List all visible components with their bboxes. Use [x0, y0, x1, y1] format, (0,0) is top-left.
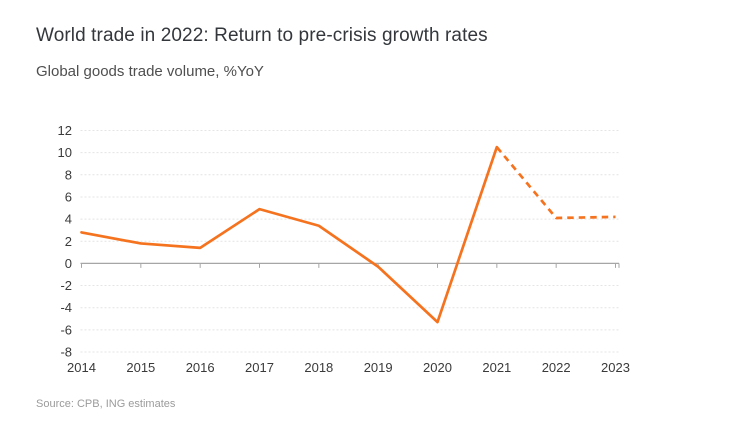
y-axis-tick-label: 10	[58, 145, 72, 160]
x-axis-tick-label: 2021	[482, 360, 511, 375]
y-axis-tick-label: 12	[58, 123, 72, 138]
trade-volume-line-dashed-forecast	[495, 146, 616, 220]
x-axis-tick-label: 2017	[245, 360, 274, 375]
x-axis-tick-label: 2023	[601, 360, 630, 375]
y-axis-tick-label: -6	[60, 322, 72, 337]
y-axis-tick-label: -4	[60, 300, 72, 315]
trade-volume-line-solid	[80, 145, 499, 324]
chart-subtitle: Global goods trade volume, %YoY	[36, 63, 264, 80]
x-axis-tick-label: 2014	[67, 360, 96, 375]
source-note: Source: CPB, ING estimates	[36, 398, 176, 410]
y-axis-tick-label: 2	[65, 234, 72, 249]
x-axis-tick-label: 2016	[186, 360, 215, 375]
x-axis-tick-label: 2015	[126, 360, 155, 375]
x-axis-tick-label: 2018	[304, 360, 333, 375]
y-axis-tick-label: 6	[65, 189, 72, 204]
y-axis-tick-label: -2	[60, 278, 72, 293]
page-title: World trade in 2022: Return to pre-crisi…	[36, 25, 488, 46]
x-axis-tick-label: 2019	[364, 360, 393, 375]
x-axis-tick-label: 2020	[423, 360, 452, 375]
x-axis-tick-label: 2022	[542, 360, 571, 375]
y-axis-tick-label: 4	[65, 212, 72, 227]
y-axis-tick-label: -8	[60, 345, 72, 360]
y-axis-tick-label: 8	[65, 167, 72, 182]
y-axis-tick-label: 0	[65, 256, 72, 271]
